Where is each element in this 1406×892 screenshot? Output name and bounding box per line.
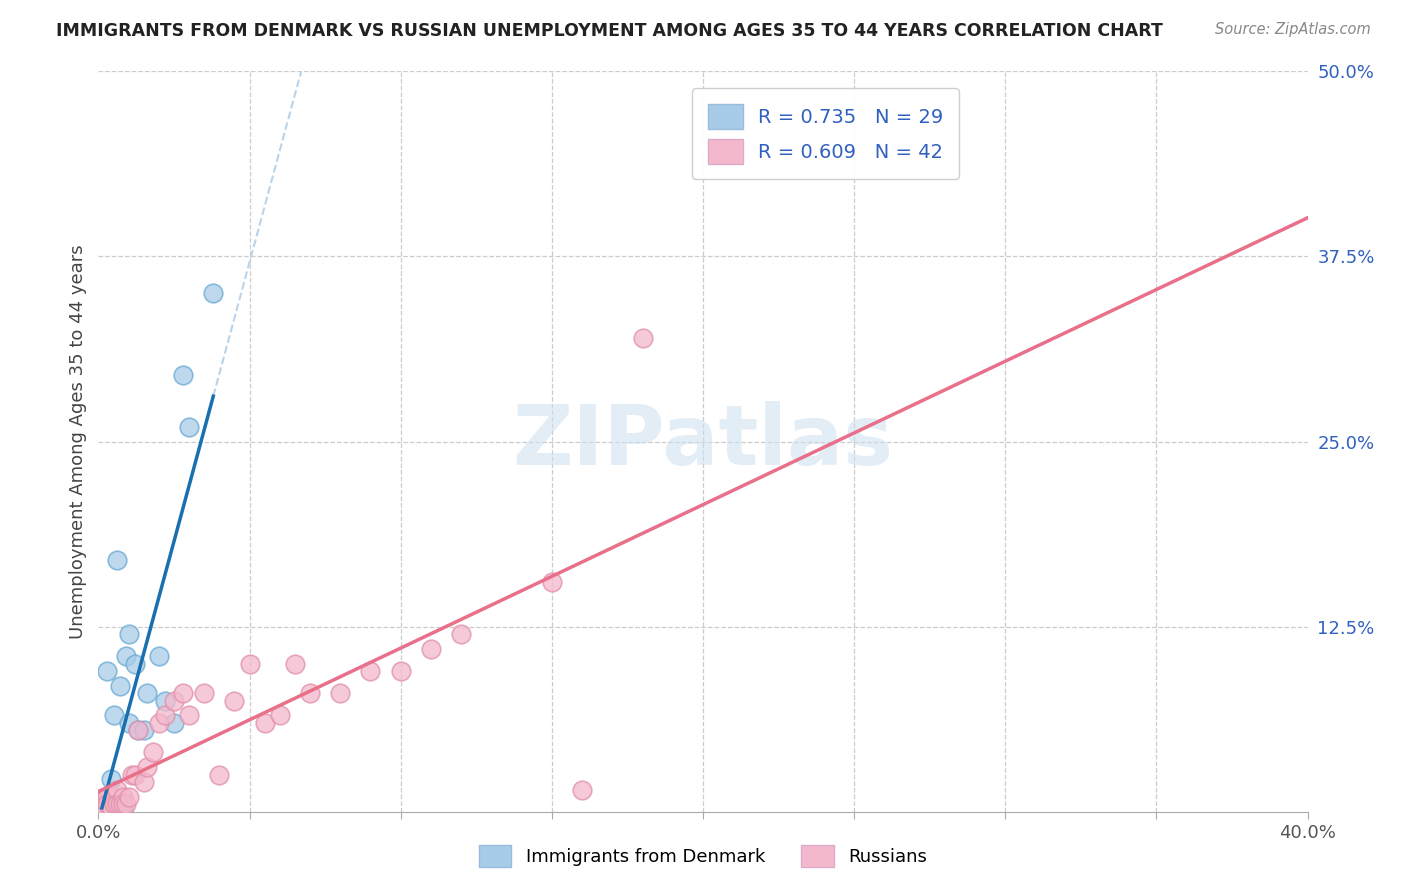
- Text: IMMIGRANTS FROM DENMARK VS RUSSIAN UNEMPLOYMENT AMONG AGES 35 TO 44 YEARS CORREL: IMMIGRANTS FROM DENMARK VS RUSSIAN UNEMP…: [56, 22, 1163, 40]
- Point: [103, 797, 125, 812]
- Point: [124, 767, 146, 781]
- Point: [193, 686, 215, 700]
- Point: [105, 553, 128, 567]
- Point: [111, 802, 134, 816]
- Point: [163, 694, 186, 708]
- Point: [389, 664, 412, 678]
- Text: ZIPatlas: ZIPatlas: [513, 401, 893, 482]
- Point: [103, 789, 125, 804]
- Point: [329, 686, 352, 700]
- Point: [284, 657, 307, 671]
- Point: [90, 797, 112, 812]
- Point: [450, 627, 472, 641]
- Point: [127, 723, 149, 738]
- Point: [96, 802, 118, 816]
- Point: [172, 368, 194, 382]
- Point: [179, 419, 201, 434]
- Point: [93, 793, 115, 807]
- Point: [108, 797, 131, 812]
- Point: [420, 641, 443, 656]
- Point: [96, 797, 118, 812]
- Point: [96, 664, 118, 678]
- Point: [96, 789, 118, 804]
- Point: [132, 723, 155, 738]
- Text: Source: ZipAtlas.com: Source: ZipAtlas.com: [1215, 22, 1371, 37]
- Point: [105, 782, 128, 797]
- Point: [148, 715, 170, 730]
- Point: [100, 772, 122, 786]
- Point: [105, 797, 128, 812]
- Point: [96, 797, 118, 812]
- Point: [93, 800, 115, 814]
- Point: [93, 800, 115, 814]
- Point: [142, 746, 165, 760]
- Point: [111, 789, 134, 804]
- Point: [135, 760, 157, 774]
- Point: [148, 649, 170, 664]
- Point: [239, 657, 262, 671]
- Point: [118, 715, 141, 730]
- Point: [108, 797, 131, 812]
- Point: [299, 686, 322, 700]
- Point: [90, 803, 112, 817]
- Point: [253, 715, 276, 730]
- Point: [105, 800, 128, 814]
- Point: [118, 627, 141, 641]
- Point: [153, 708, 176, 723]
- Point: [172, 686, 194, 700]
- Point: [153, 694, 176, 708]
- Point: [114, 797, 136, 812]
- Point: [103, 797, 125, 812]
- Point: [202, 286, 225, 301]
- Point: [103, 708, 125, 723]
- Point: [127, 723, 149, 738]
- Point: [135, 686, 157, 700]
- Point: [111, 797, 134, 812]
- Y-axis label: Unemployment Among Ages 35 to 44 years: Unemployment Among Ages 35 to 44 years: [69, 244, 87, 639]
- Point: [93, 793, 115, 807]
- Point: [571, 782, 593, 797]
- Point: [121, 767, 143, 781]
- Point: [108, 679, 131, 693]
- Point: [540, 575, 562, 590]
- Legend: Immigrants from Denmark, Russians: Immigrants from Denmark, Russians: [471, 838, 935, 874]
- Point: [631, 331, 654, 345]
- Point: [100, 800, 122, 814]
- Point: [90, 797, 112, 812]
- Legend: R = 0.735   N = 29, R = 0.609   N = 42: R = 0.735 N = 29, R = 0.609 N = 42: [692, 88, 959, 179]
- Point: [132, 775, 155, 789]
- Point: [163, 715, 186, 730]
- Point: [179, 708, 201, 723]
- Point: [208, 767, 231, 781]
- Point: [118, 789, 141, 804]
- Point: [360, 664, 382, 678]
- Point: [124, 657, 146, 671]
- Point: [114, 649, 136, 664]
- Point: [269, 708, 291, 723]
- Point: [224, 694, 246, 708]
- Point: [100, 797, 122, 812]
